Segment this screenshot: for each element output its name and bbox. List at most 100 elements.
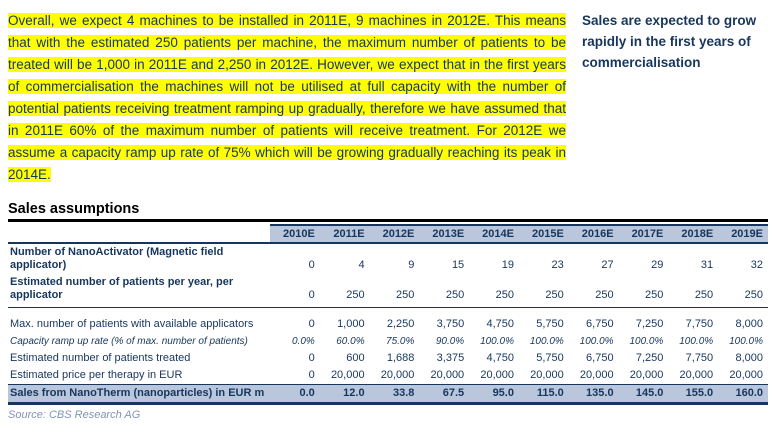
cell-value: 100.0%: [629, 336, 664, 347]
column-header-2017e: 2017E: [618, 224, 669, 244]
table-row: Estimated price per therapy in EUR 0 20,00…: [8, 367, 768, 385]
column-header-2011e: 2011E: [319, 224, 370, 244]
cell-value: 0: [308, 369, 315, 381]
cell-value: 67.5: [419, 384, 470, 405]
row-label: Max. number of patients with available a…: [10, 318, 254, 330]
cell-value: 100.0%: [529, 336, 564, 347]
cell-value: 8,000: [735, 352, 763, 364]
cell-value: 31: [700, 259, 714, 271]
cell-value: 7,250: [635, 318, 664, 330]
section-title: Sales assumptions: [8, 201, 768, 222]
cell-value: 1,688: [386, 352, 415, 364]
table-body: Number of NanoActivator (Magnetic field …: [8, 243, 768, 405]
cell-value: 100.0%: [480, 336, 514, 347]
cell-value: 60.0%: [336, 336, 365, 347]
cell-value: 33.8: [369, 384, 420, 405]
cell-value: 1,000: [337, 318, 365, 330]
cell-value: 4,750: [486, 352, 514, 364]
cell-value: 32: [750, 259, 763, 271]
intro-section: Overall, we expect 4 machines to be inst…: [8, 10, 768, 186]
cell-value: 29: [651, 259, 664, 271]
column-header-2012e: 2012E: [369, 224, 420, 244]
cell-value: 5,750: [536, 318, 564, 330]
cell-value: 6,750: [586, 318, 614, 330]
cell-value: 4: [358, 259, 365, 271]
cell-value: 8,000: [735, 318, 763, 330]
cell-value: 145.0: [618, 384, 669, 405]
column-header-2018e: 2018E: [668, 224, 719, 244]
cell-value: 95.0: [469, 384, 519, 405]
cell-value: 0.0: [270, 384, 320, 405]
cell-value: 0: [308, 318, 315, 330]
table-row: Capacity ramp up rate (% of max. number …: [8, 333, 768, 350]
cell-value: 15: [451, 259, 465, 271]
table-row: Max. number of patients with available a…: [8, 308, 768, 334]
cell-value: 20,000: [530, 369, 564, 381]
cell-value: 20,000: [579, 369, 614, 381]
column-header-2014e: 2014E: [469, 224, 519, 244]
cell-value: 90.0%: [435, 336, 465, 347]
cell-value: 250: [469, 274, 519, 308]
cell-value: 115.0: [518, 384, 569, 405]
row-label: Sales from NanoTherm (nanoparticles) in …: [8, 384, 270, 405]
column-header-2016e: 2016E: [568, 224, 619, 244]
cell-value: 250: [419, 274, 470, 308]
cell-value: 3,375: [436, 352, 465, 364]
column-header-2010e: 2010E: [270, 224, 320, 244]
cell-value: 250: [668, 274, 719, 308]
cell-value: 2,250: [386, 318, 415, 330]
cell-value: 20,000: [679, 369, 714, 381]
column-header-2013e: 2013E: [419, 224, 470, 244]
cell-value: 4,750: [486, 318, 514, 330]
row-label: Number of NanoActivator (Magnetic field …: [10, 246, 224, 271]
cell-value: 100.0%: [729, 336, 763, 347]
cell-value: 100.0%: [679, 336, 714, 347]
table-row: Sales from NanoTherm (nanoparticles) in …: [8, 384, 768, 405]
cell-value: 250: [319, 274, 370, 308]
sales-assumptions-table: 2010E 2011E 2012E 2013E 2014E 2015E 2016E 2017E…: [8, 224, 768, 405]
cell-value: 75.0%: [386, 336, 415, 347]
cell-value: 155.0: [668, 384, 719, 405]
cell-value: 20,000: [480, 369, 514, 381]
cell-value: 250: [618, 274, 669, 308]
cell-value: 250: [568, 274, 619, 308]
cell-value: 600: [346, 352, 365, 364]
cell-value: 135.0: [568, 384, 619, 405]
cell-value: 250: [369, 274, 420, 308]
column-header-empty: [8, 225, 270, 244]
intro-paragraph: Overall, we expect 4 machines to be inst…: [8, 10, 566, 186]
cell-value: 9: [408, 259, 415, 271]
cell-value: 6,750: [586, 352, 614, 364]
cell-value: 3,750: [436, 318, 465, 330]
cell-value: 0: [270, 274, 320, 308]
cell-value: 0: [308, 352, 315, 364]
cell-value: 27: [601, 259, 614, 271]
row-label: Estimated price per therapy in EUR: [10, 369, 183, 381]
source-note: Source: CBS Research AG: [8, 409, 141, 421]
cell-value: 5,750: [536, 352, 564, 364]
cell-value: 7,250: [635, 352, 664, 364]
column-header-2019e: 2019E: [718, 224, 768, 244]
cell-value: 12.0: [319, 384, 370, 405]
row-label: Estimated number of patients per year, p…: [8, 274, 270, 308]
column-header-2015e: 2015E: [518, 224, 569, 244]
cell-value: 100.0%: [579, 336, 614, 347]
cell-value: 0.0%: [292, 336, 315, 347]
cell-value: 0: [308, 259, 315, 271]
cell-value: 250: [518, 274, 569, 308]
row-label: Capacity ramp up rate (% of max. number …: [10, 336, 248, 347]
cell-value: 20,000: [330, 369, 365, 381]
cell-value: 20,000: [729, 369, 763, 381]
cell-value: 20,000: [380, 369, 415, 381]
margin-note: Sales are expected to grow rapidly in th…: [582, 13, 757, 70]
table-row: Estimated number of patients treated 0 600…: [8, 350, 768, 367]
row-label: Estimated number of patients treated: [10, 352, 191, 364]
table-row: Number of NanoActivator (Magnetic field …: [8, 243, 768, 274]
cell-value: 20,000: [629, 369, 664, 381]
cell-value: 19: [501, 259, 514, 271]
cell-value: 250: [718, 274, 768, 308]
cell-value: 7,750: [685, 352, 714, 364]
cell-value: 160.0: [718, 384, 768, 405]
table-row: Estimated number of patients per year, p…: [8, 274, 768, 308]
